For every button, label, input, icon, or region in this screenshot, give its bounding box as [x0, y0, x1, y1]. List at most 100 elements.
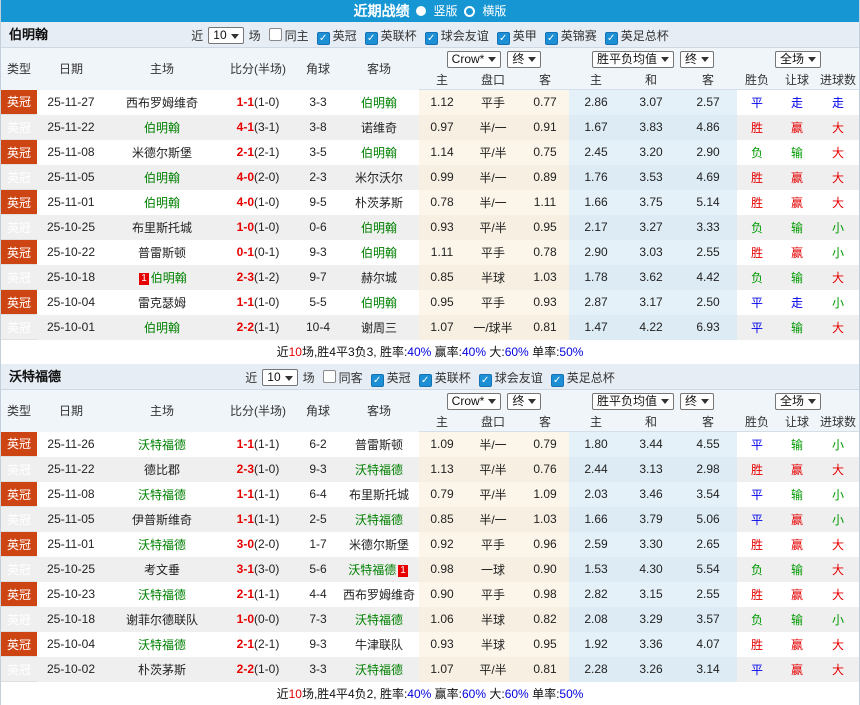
euro-company-select[interactable]: 胜平负均值: [591, 392, 674, 410]
away-team-name[interactable]: 朴茨茅斯: [354, 195, 403, 210]
away-team-name[interactable]: 伯明翰: [360, 145, 397, 160]
euro-final-select[interactable]: 终: [680, 392, 715, 410]
home-team-name[interactable]: 德比郡: [143, 462, 180, 477]
asia-away-odds: 0.90: [521, 556, 569, 582]
red-card-badge: 1: [398, 564, 408, 577]
header-row-groups: 类型 日期 主场 比分(半场) 角球 客场 Crow* 终 胜平负均值 终 全场: [1, 390, 859, 418]
away-team-name[interactable]: 沃特福德: [354, 512, 403, 527]
asia-handicap: 平/半: [465, 656, 521, 682]
corner-count: 2-3: [297, 164, 339, 190]
league-checkbox-3[interactable]: ✓: [496, 32, 510, 45]
away-team-name[interactable]: 谢周三: [360, 320, 397, 335]
home-team-name[interactable]: 沃特福德: [137, 537, 186, 552]
league-badge: 英冠: [1, 506, 37, 532]
column-header-col-corner: 角球: [305, 404, 330, 419]
same-venue-checkbox[interactable]: [322, 370, 336, 383]
league-checkbox-5[interactable]: ✓: [604, 32, 618, 45]
league-checkbox-0[interactable]: ✓: [316, 32, 330, 45]
home-team-name[interactable]: 伯明翰: [143, 120, 180, 135]
home-team-name[interactable]: 米德尔斯堡: [131, 145, 192, 160]
team-name-heading: 沃特福德: [9, 369, 62, 384]
asia-company-select[interactable]: Crow*: [446, 392, 502, 410]
match-count-select[interactable]: 10: [208, 27, 244, 45]
league-checkbox-0[interactable]: ✓: [370, 374, 384, 387]
league-checkbox-4[interactable]: ✓: [544, 32, 558, 45]
match-date: 25-11-27: [47, 95, 95, 109]
home-team-name[interactable]: 伯明翰: [143, 320, 180, 335]
league-badge: 英冠: [1, 214, 37, 240]
home-team-name[interactable]: 雷克瑟姆: [137, 295, 186, 310]
scope-select[interactable]: 全场: [775, 392, 822, 410]
asia-away-odds: 0.77: [521, 89, 569, 115]
score-cell: 4-0(2-0): [219, 164, 297, 190]
home-team-name[interactable]: 西布罗姆维奇: [125, 95, 198, 110]
home-team-cell: 伯明翰: [105, 114, 219, 140]
home-team-name[interactable]: 朴茨茅斯: [137, 662, 186, 677]
home-team-name[interactable]: 谢菲尔德联队: [125, 612, 198, 627]
league-checkbox-2[interactable]: ✓: [478, 374, 492, 387]
result-goals: 大: [832, 637, 845, 652]
home-team-name[interactable]: 伯明翰: [150, 270, 187, 285]
league-checkbox-1[interactable]: ✓: [418, 374, 432, 387]
result-goals: 大: [832, 537, 845, 552]
away-team-name[interactable]: 沃特福德: [354, 612, 403, 627]
away-team-name[interactable]: 伯明翰: [360, 220, 397, 235]
home-team-name[interactable]: 伊普斯维奇: [131, 512, 192, 527]
home-team-name[interactable]: 沃特福德: [137, 587, 186, 602]
asia-handicap: 半球: [465, 264, 521, 290]
away-team-name[interactable]: 西布罗姆维奇: [342, 587, 415, 602]
away-team-name[interactable]: 伯明翰: [360, 95, 397, 110]
match-count-select[interactable]: 10: [262, 369, 298, 387]
euro-home-odds: 2.86: [569, 89, 623, 115]
result-winlose: 平: [751, 95, 764, 110]
euro-company-select[interactable]: 胜平负均值: [591, 50, 674, 68]
asia-away-odds: 0.79: [521, 431, 569, 457]
corner-count: 6-4: [309, 487, 327, 501]
asia-away-odds: 1.11: [521, 189, 569, 215]
asia-away-odds: 0.78: [521, 239, 569, 265]
league-checkbox-label: 英足总杯: [620, 28, 669, 43]
scope-select[interactable]: 全场: [775, 50, 822, 68]
halftime-score: (1-2): [254, 270, 280, 284]
euro-home-odds: 1.66: [569, 506, 623, 532]
halftime-score: (1-0): [254, 195, 280, 209]
away-team-name[interactable]: 米尔沃尔: [354, 170, 403, 185]
home-team-name[interactable]: 伯明翰: [143, 170, 180, 185]
euro-final-select[interactable]: 终: [680, 50, 715, 68]
asia-final-select[interactable]: 终: [507, 392, 542, 410]
away-team-name[interactable]: 沃特福德: [354, 662, 403, 677]
radio-horizontal-layout[interactable]: [463, 5, 475, 17]
radio-vertical-layout[interactable]: [416, 6, 427, 16]
asia-away-odds: 0.89: [521, 164, 569, 190]
away-team-name[interactable]: 赫尔城: [360, 270, 397, 285]
league-checkbox-2[interactable]: ✓: [424, 32, 438, 45]
away-team-name[interactable]: 普雷斯顿: [354, 437, 403, 452]
home-team-name[interactable]: 考文垂: [143, 562, 180, 577]
home-team-name[interactable]: 沃特福德: [137, 437, 186, 452]
subheader-euro-home: 主: [569, 412, 623, 432]
home-team-name[interactable]: 布里斯托城: [131, 220, 192, 235]
away-team-name[interactable]: 沃特福德: [354, 462, 403, 477]
away-team-name[interactable]: 伯明翰: [360, 295, 397, 310]
euro-draw-odds: 3.17: [623, 289, 679, 315]
away-team-name[interactable]: 诺维奇: [360, 120, 397, 135]
same-venue-checkbox[interactable]: [268, 28, 282, 41]
away-team-name[interactable]: 布里斯托城: [348, 487, 409, 502]
away-team-name[interactable]: 米德尔斯堡: [348, 537, 409, 552]
asia-company-select[interactable]: Crow*: [446, 50, 502, 68]
team-section-2: 沃特福德近 10 场同客 ✓ 英冠 ✓ 英联杯 ✓ 球会友谊 ✓ 英足总杯 类型 日期 主场 比分(半场) 角…: [1, 364, 859, 705]
home-team-name[interactable]: 普雷斯顿: [137, 245, 186, 260]
league-checkbox-1[interactable]: ✓: [364, 32, 378, 45]
league-checkbox-3[interactable]: ✓: [550, 374, 564, 387]
asia-final-select[interactable]: 终: [507, 50, 542, 68]
away-team-name[interactable]: 沃特福德: [348, 562, 397, 577]
home-team-name[interactable]: 沃特福德: [137, 487, 186, 502]
score-cell: 1-1(1-0): [219, 90, 297, 115]
asia-home-odds: 0.98: [419, 556, 465, 582]
home-team-name[interactable]: 伯明翰: [143, 195, 180, 210]
away-team-name[interactable]: 伯明翰: [360, 245, 397, 260]
match-row: 英冠 25-11-27 西布罗姆维奇 1-1(1-0) 3-3 伯明翰 1.12 平手 0.77…: [1, 89, 859, 115]
home-team-name[interactable]: 沃特福德: [137, 637, 186, 652]
away-team-name[interactable]: 牛津联队: [354, 637, 403, 652]
near-label: 近: [245, 370, 258, 385]
